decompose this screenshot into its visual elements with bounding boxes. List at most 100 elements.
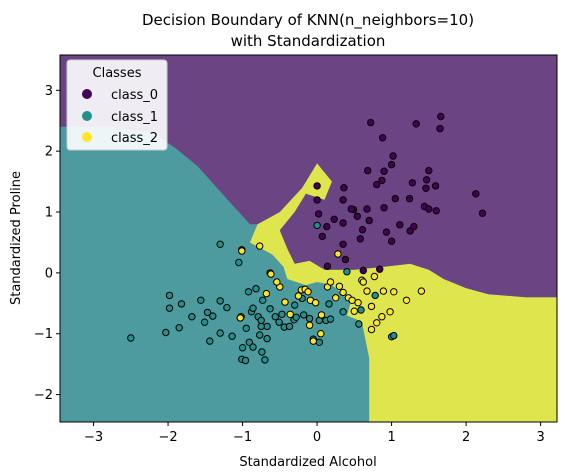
point-class-0 <box>359 266 367 275</box>
point-class-2 <box>367 325 376 334</box>
point-class-1 <box>242 324 251 332</box>
point-class-2 <box>238 247 246 255</box>
point-class-0 <box>330 215 338 224</box>
legend-label-class-1: class_1 <box>111 110 158 125</box>
point-class-2 <box>267 270 275 278</box>
point-class-2 <box>311 299 320 307</box>
point-class-1 <box>188 313 196 321</box>
x-tick-label: 1 <box>387 430 395 445</box>
point-class-1 <box>266 305 274 313</box>
point-class-1 <box>177 300 186 308</box>
point-class-1 <box>271 313 279 321</box>
point-class-0 <box>339 240 347 249</box>
point-class-2 <box>236 314 245 322</box>
point-class-1 <box>343 268 351 276</box>
x-tick-label: −3 <box>84 430 103 445</box>
point-class-2 <box>262 289 271 298</box>
point-class-0 <box>363 205 371 213</box>
point-class-2 <box>363 287 371 295</box>
point-class-0 <box>410 222 418 231</box>
point-class-1 <box>285 322 294 331</box>
point-class-2 <box>379 287 388 295</box>
legend-box <box>66 59 168 151</box>
point-class-1 <box>355 320 363 328</box>
point-class-2 <box>273 278 281 286</box>
point-class-1 <box>313 221 321 230</box>
point-class-2 <box>326 278 335 286</box>
point-class-0 <box>422 184 430 193</box>
point-class-0 <box>387 160 396 169</box>
point-class-1 <box>390 331 398 340</box>
point-class-1 <box>357 306 365 314</box>
point-class-1 <box>263 334 271 343</box>
decision-region-class-2 <box>250 163 557 422</box>
point-class-0 <box>378 176 386 185</box>
point-class-2 <box>348 296 356 304</box>
legend-marker-class-0 <box>82 89 92 99</box>
chart-title-line1: Decision Boundary of KNN(n_neighbors=10) <box>142 11 474 30</box>
point-class-1 <box>257 316 265 325</box>
point-class-2 <box>317 330 325 338</box>
point-class-2 <box>309 337 317 345</box>
point-class-0 <box>436 124 444 133</box>
point-class-0 <box>318 232 326 241</box>
point-class-1 <box>216 329 224 337</box>
point-class-0 <box>405 194 414 203</box>
y-axis-label: Standardized Proline <box>9 171 24 305</box>
point-class-2 <box>367 302 376 311</box>
point-class-1 <box>244 288 253 296</box>
y-tick-label: −2 <box>34 388 53 403</box>
decision-region-class-0 <box>60 55 557 298</box>
point-class-0 <box>339 196 347 204</box>
point-class-0 <box>358 226 367 234</box>
point-class-1 <box>228 332 236 340</box>
point-class-2 <box>417 287 426 295</box>
point-class-1 <box>209 312 217 320</box>
x-tick-label: 3 <box>536 430 544 445</box>
point-class-2 <box>281 298 289 306</box>
decision-regions <box>60 55 557 422</box>
point-class-0 <box>340 184 348 192</box>
legend-marker-class-1 <box>82 111 92 121</box>
point-class-2 <box>359 278 367 286</box>
point-class-1 <box>245 338 254 346</box>
decision-region-class-1 <box>60 126 370 422</box>
chart-title-line2: with Standardization <box>231 32 386 50</box>
point-class-1 <box>162 328 170 337</box>
point-class-0 <box>391 194 399 203</box>
y-tick-label: 0 <box>45 266 53 281</box>
y-tick-label: 1 <box>45 206 53 221</box>
point-class-1 <box>275 318 283 326</box>
point-class-0 <box>382 228 391 236</box>
point-class-0 <box>373 180 381 189</box>
point-class-2 <box>334 250 342 258</box>
point-class-0 <box>431 182 440 190</box>
point-class-0 <box>341 255 350 264</box>
point-class-1 <box>256 331 264 339</box>
point-class-0 <box>425 205 433 213</box>
point-class-0 <box>314 210 323 218</box>
point-class-1 <box>371 291 379 300</box>
point-class-2 <box>286 310 294 318</box>
point-class-2 <box>339 288 347 297</box>
point-class-0 <box>356 235 364 243</box>
point-class-2 <box>373 319 381 327</box>
point-class-1 <box>223 303 231 312</box>
point-class-2 <box>304 288 312 296</box>
y-tick-label: −1 <box>34 327 53 342</box>
point-class-2 <box>370 272 379 281</box>
point-class-1 <box>241 356 250 365</box>
point-class-2 <box>256 242 264 250</box>
point-class-0 <box>432 207 440 215</box>
point-class-2 <box>335 282 344 290</box>
point-class-1 <box>175 324 183 332</box>
point-class-1 <box>249 304 257 312</box>
point-class-2 <box>305 321 314 329</box>
y-tick-label: 2 <box>45 145 53 160</box>
point-class-2 <box>332 294 340 302</box>
point-class-0 <box>323 222 331 231</box>
point-class-0 <box>323 262 332 270</box>
point-class-1 <box>305 314 314 323</box>
point-class-1 <box>165 291 174 300</box>
